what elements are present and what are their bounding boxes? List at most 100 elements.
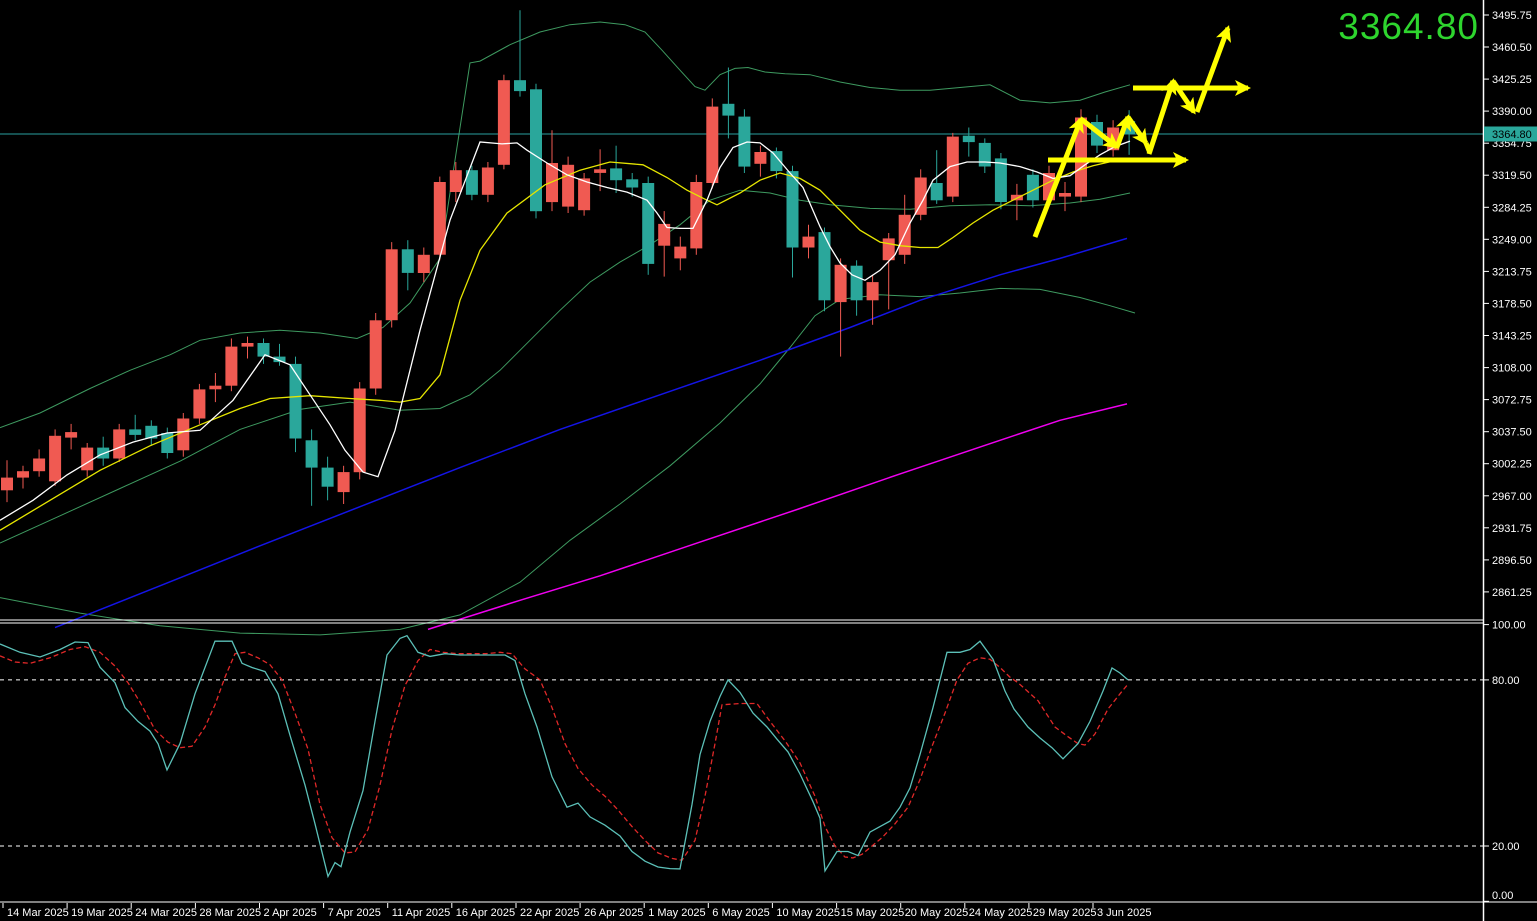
svg-text:3495.75: 3495.75 xyxy=(1492,10,1532,22)
candle[interactable] xyxy=(706,106,719,183)
svg-text:22 Apr 2025: 22 Apr 2025 xyxy=(520,907,579,919)
svg-text:24 Mar 2025: 24 Mar 2025 xyxy=(135,907,197,919)
candle[interactable] xyxy=(465,170,478,195)
svg-text:29 May 2025: 29 May 2025 xyxy=(1033,907,1097,919)
svg-text:3143.25: 3143.25 xyxy=(1492,331,1532,343)
candle[interactable] xyxy=(209,385,222,390)
svg-text:19 Mar 2025: 19 Mar 2025 xyxy=(71,907,133,919)
candle[interactable] xyxy=(129,429,142,435)
candle[interactable] xyxy=(369,320,382,389)
svg-text:3284.25: 3284.25 xyxy=(1492,202,1532,214)
svg-text:7 Apr 2025: 7 Apr 2025 xyxy=(328,907,381,919)
svg-text:14 Mar 2025: 14 Mar 2025 xyxy=(7,907,69,919)
candle[interactable] xyxy=(145,425,158,439)
candle[interactable] xyxy=(1,477,13,491)
svg-text:11 Apr 2025: 11 Apr 2025 xyxy=(392,907,451,919)
svg-text:3072.75: 3072.75 xyxy=(1492,395,1532,407)
candle[interactable] xyxy=(241,343,254,347)
candle[interactable] xyxy=(578,178,591,211)
candle[interactable] xyxy=(834,264,847,303)
svg-text:3213.75: 3213.75 xyxy=(1492,266,1532,278)
candle[interactable] xyxy=(481,167,494,195)
price-tag xyxy=(1484,126,1537,142)
svg-text:6 May 2025: 6 May 2025 xyxy=(712,907,769,919)
candle[interactable] xyxy=(946,136,959,197)
candle[interactable] xyxy=(914,177,927,215)
candle[interactable] xyxy=(786,171,799,248)
candlesticks[interactable] xyxy=(1,10,1136,506)
candle[interactable] xyxy=(225,346,238,386)
candle[interactable] xyxy=(818,232,831,301)
svg-text:0.00: 0.00 xyxy=(1492,890,1513,902)
fast-moving-averages xyxy=(0,140,1131,531)
candle[interactable] xyxy=(1075,117,1087,197)
candle[interactable] xyxy=(337,472,350,493)
candle[interactable] xyxy=(674,246,687,259)
svg-text:3390.00: 3390.00 xyxy=(1492,106,1532,118)
svg-text:3037.50: 3037.50 xyxy=(1492,427,1532,439)
candle[interactable] xyxy=(962,135,975,143)
candle[interactable] xyxy=(257,343,270,357)
drawn-arrow-annotations[interactable] xyxy=(1032,25,1251,238)
candle[interactable] xyxy=(321,467,334,487)
candle[interactable] xyxy=(642,183,655,264)
candle[interactable] xyxy=(273,356,286,363)
candle[interactable] xyxy=(353,388,366,473)
candle[interactable] xyxy=(722,103,735,116)
candle[interactable] xyxy=(658,223,671,246)
svg-text:3460.50: 3460.50 xyxy=(1492,42,1532,54)
candle[interactable] xyxy=(610,168,623,181)
candle[interactable] xyxy=(193,389,206,419)
svg-text:1 May 2025: 1 May 2025 xyxy=(648,907,705,919)
candle[interactable] xyxy=(161,433,174,453)
svg-text:10 May 2025: 10 May 2025 xyxy=(776,907,840,919)
svg-text:26 Apr 2025: 26 Apr 2025 xyxy=(584,907,643,919)
candle[interactable] xyxy=(866,282,879,301)
candle[interactable] xyxy=(802,236,815,248)
svg-text:2 Apr 2025: 2 Apr 2025 xyxy=(264,907,317,919)
svg-text:28 Mar 2025: 28 Mar 2025 xyxy=(199,907,261,919)
candle[interactable] xyxy=(690,182,703,249)
candle[interactable] xyxy=(65,432,78,438)
candle[interactable] xyxy=(497,80,510,165)
candle[interactable] xyxy=(850,265,863,301)
candle[interactable] xyxy=(17,471,29,478)
candle[interactable] xyxy=(626,179,639,188)
candle[interactable] xyxy=(81,447,94,471)
candle[interactable] xyxy=(978,142,991,167)
candle[interactable] xyxy=(530,89,542,212)
candle[interactable] xyxy=(1059,193,1071,197)
candle[interactable] xyxy=(417,254,430,273)
candle[interactable] xyxy=(433,182,446,255)
svg-text:20.00: 20.00 xyxy=(1492,841,1520,853)
svg-text:3319.50: 3319.50 xyxy=(1492,170,1532,182)
candle[interactable] xyxy=(449,170,462,192)
svg-text:100.00: 100.00 xyxy=(1492,620,1526,632)
candle[interactable] xyxy=(562,164,575,207)
candle[interactable] xyxy=(770,151,783,172)
svg-text:3425.25: 3425.25 xyxy=(1492,74,1532,86)
candle[interactable] xyxy=(33,458,46,472)
candle[interactable] xyxy=(930,183,943,201)
candle[interactable] xyxy=(738,116,751,167)
candle[interactable] xyxy=(754,152,767,164)
candle[interactable] xyxy=(1026,174,1039,201)
candle[interactable] xyxy=(289,363,302,439)
svg-text:3108.00: 3108.00 xyxy=(1492,363,1532,375)
candle[interactable] xyxy=(49,435,62,482)
bollinger-bands xyxy=(0,21,1136,636)
svg-text:20 May 2025: 20 May 2025 xyxy=(905,907,969,919)
candle[interactable] xyxy=(113,429,126,459)
candle[interactable] xyxy=(401,249,414,273)
svg-text:3178.50: 3178.50 xyxy=(1492,298,1532,310)
candle[interactable] xyxy=(514,80,526,92)
candle[interactable] xyxy=(385,249,398,321)
big-current-price-label: 3364.80 xyxy=(1338,6,1479,47)
candle[interactable] xyxy=(594,169,607,173)
candle[interactable] xyxy=(305,440,318,468)
candle[interactable] xyxy=(994,158,1007,202)
candle[interactable] xyxy=(177,418,190,451)
